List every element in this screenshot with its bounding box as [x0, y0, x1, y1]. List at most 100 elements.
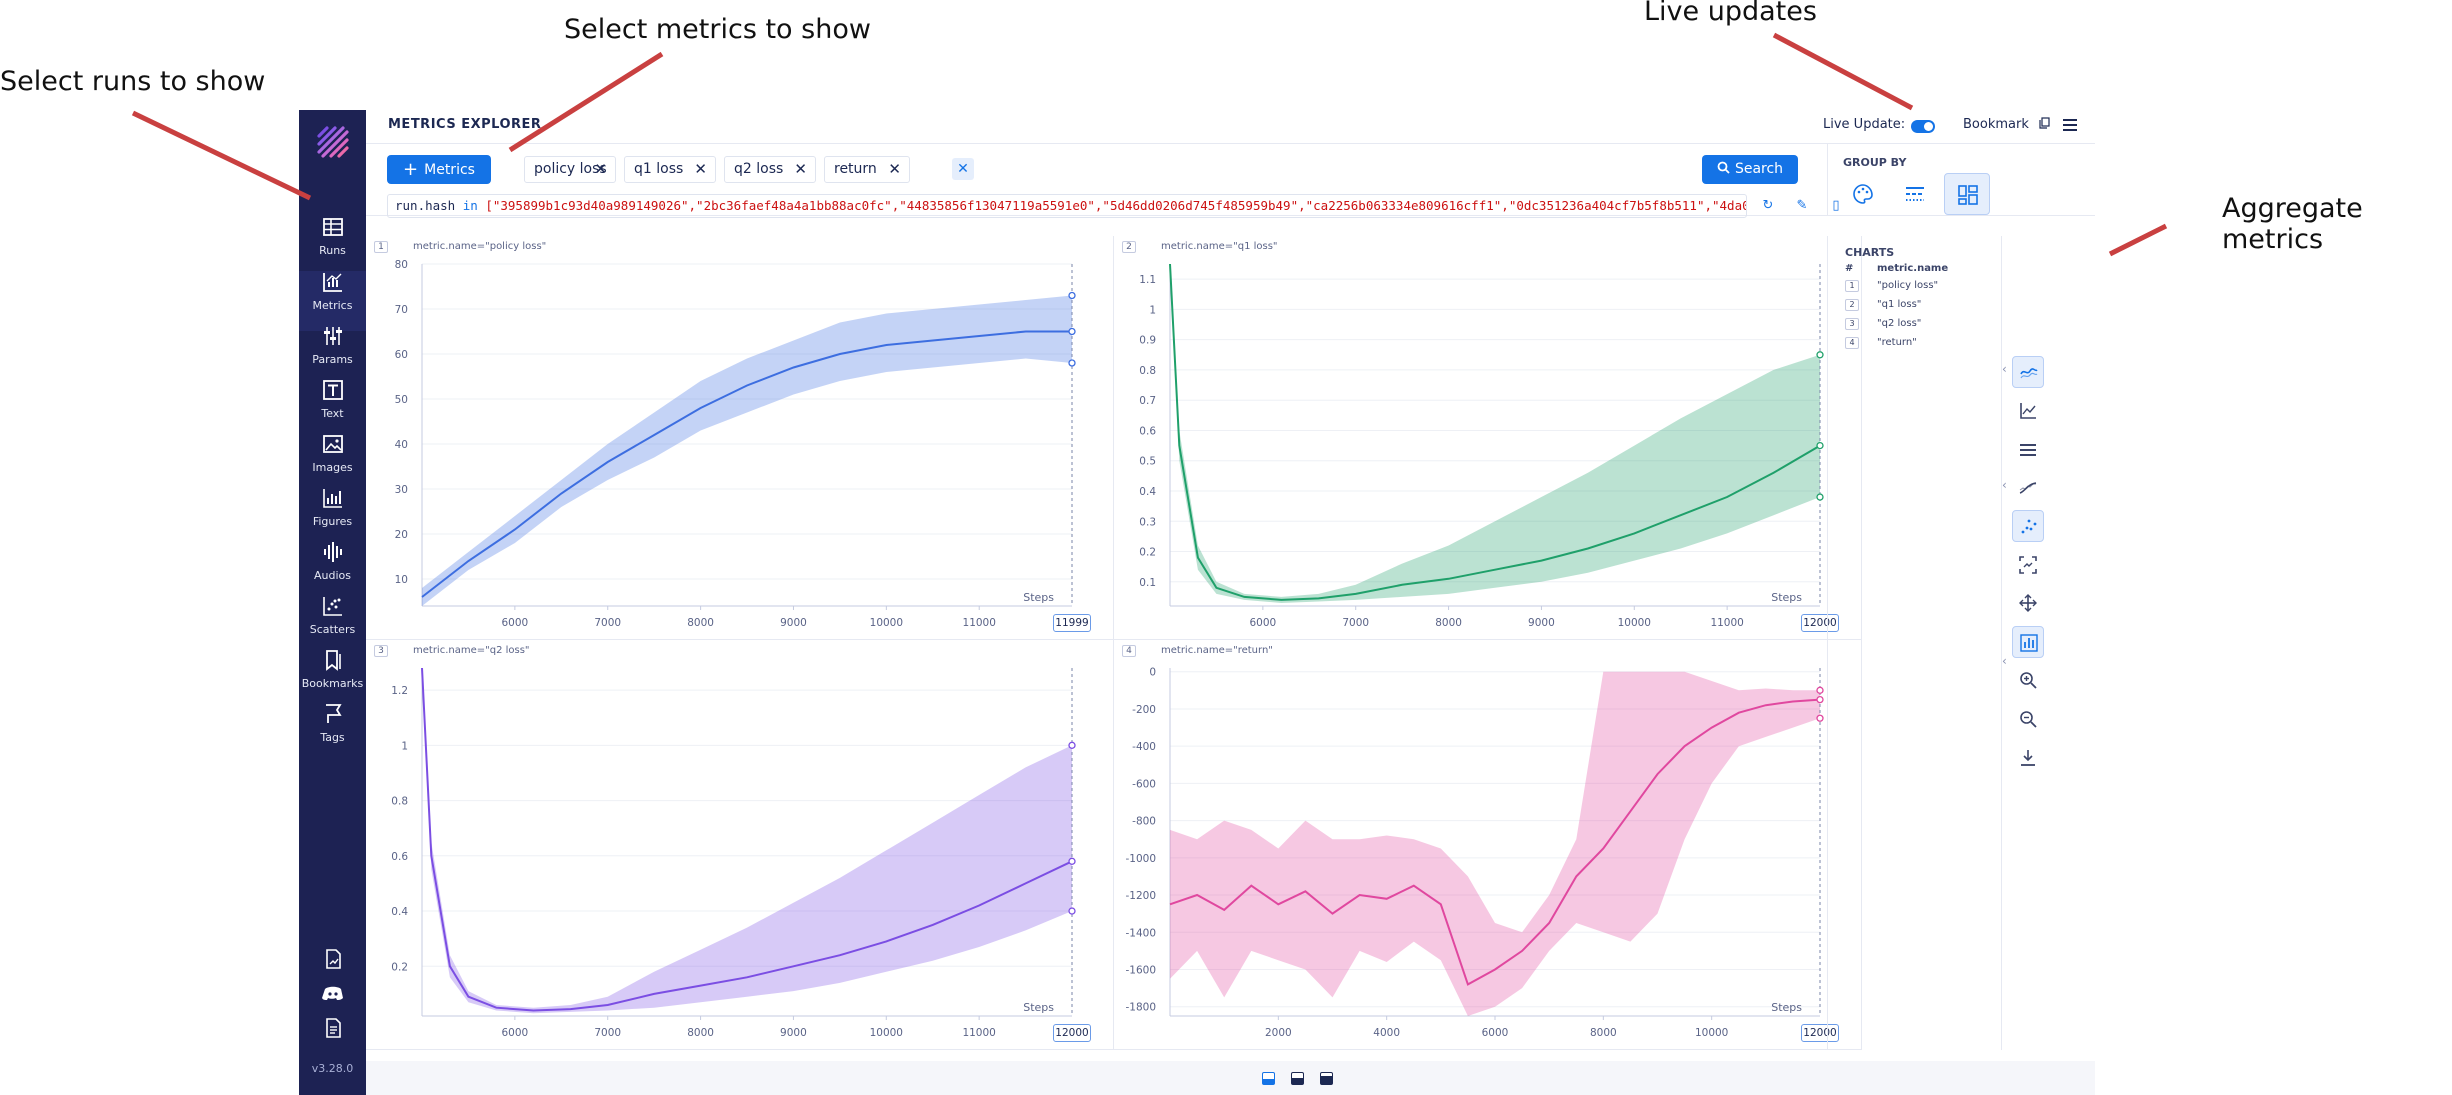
sidebar-item-metrics[interactable]: Metrics — [299, 271, 366, 331]
metric-chip[interactable]: policy loss ✕ — [524, 156, 616, 183]
y-tick-label: 0.6 — [391, 851, 408, 863]
metric-chip[interactable]: return ✕ — [824, 156, 910, 183]
sidebar-item-runs[interactable]: Runs — [299, 216, 366, 276]
query-input[interactable]: run.hash in ["395899b1c93d40a989149026",… — [387, 194, 1747, 218]
annotation-live-updates: Live updates — [1644, 0, 1817, 27]
edit-query-icon[interactable]: ✎ — [1796, 198, 1808, 213]
confidence-band — [1170, 264, 1820, 603]
menu-icon[interactable] — [2063, 118, 2077, 132]
x-tick-label: 2000 — [1265, 1027, 1292, 1039]
stroke-style-icon — [1906, 187, 1924, 201]
remove-chip-icon[interactable]: ✕ — [794, 160, 807, 178]
sidebar-item-images[interactable]: Images — [299, 433, 366, 493]
add-metrics-button[interactable]: + Metrics — [387, 155, 491, 184]
sidebar-item-discord[interactable] — [299, 982, 366, 1042]
chart-row-number: 3 — [1845, 318, 1859, 330]
remove-chip-icon[interactable]: ✕ — [694, 160, 707, 178]
x-axis-alignment-tool[interactable] — [2012, 395, 2044, 427]
metric-chip[interactable]: q1 loss ✕ — [624, 156, 716, 183]
collapse-chevron-icon[interactable]: ‹ — [2002, 478, 2007, 492]
sidebar-item-audios[interactable]: Audios — [299, 541, 366, 601]
collapse-chevron-icon[interactable]: ‹ — [2002, 654, 2007, 668]
y-tick-label: 60 — [395, 349, 408, 361]
layout-middle-button[interactable] — [1291, 1072, 1304, 1085]
chart-panel[interactable]: 4 metric.name="return" 0 -200 -400 -600 -800 -1… — [1114, 640, 1862, 1050]
aggregate-icon — [2020, 368, 2038, 379]
chart-svg: 10 20 30 40 50 60 70 80 6000 7000 8000 9000 10000 110… — [395, 259, 1076, 629]
x-tick-label: 6000 — [1482, 1027, 1509, 1039]
x-tick-label: 9000 — [1528, 617, 1555, 629]
charts-table-row[interactable]: 1 "policy loss" — [1845, 280, 1938, 292]
crosshair-tool[interactable] — [2012, 587, 2044, 619]
group-by-color-button[interactable] — [1840, 173, 1886, 215]
sidebar-item-bookmarks[interactable]: Bookmarks — [299, 649, 366, 709]
table-icon — [322, 218, 343, 236]
chart-panel[interactable]: 3 metric.name="q2 loss" 0.2 0.4 0.6 0.8 1 1.2 60… — [366, 640, 1114, 1050]
end-marker — [1068, 327, 1076, 336]
live-update-label: Live Update: — [1823, 117, 1906, 132]
highlight-mode-tool[interactable] — [2012, 549, 2044, 581]
confidence-band — [1170, 671, 1820, 1016]
y-tick-label: 0.8 — [391, 796, 408, 808]
zoom-out-tool[interactable] — [2012, 703, 2044, 735]
x-end-value: 12000 — [1801, 1024, 1839, 1042]
sidebar-item-docs[interactable] — [299, 1017, 366, 1077]
sidebar-item-label: Scatters — [309, 623, 356, 636]
layout-top-button[interactable] — [1262, 1072, 1275, 1085]
reset-query-icon[interactable]: ↻ — [1762, 198, 1774, 213]
x-tick-label: 9000 — [780, 617, 807, 629]
remove-chip-icon[interactable]: ✕ — [594, 160, 607, 178]
metric-chip[interactable]: q2 loss ✕ — [724, 156, 816, 183]
x-tick-label: 11000 — [1710, 617, 1743, 629]
move-icon — [2019, 594, 2037, 612]
chart-panel[interactable]: 2 metric.name="q1 loss" 0.1 0.2 0.3 0.4 0.5 0.6… — [1114, 236, 1862, 640]
charts-table-row[interactable]: 3 "q2 loss" — [1845, 318, 1921, 330]
sidebar-item-scatters[interactable]: Scatters — [299, 595, 366, 655]
metric-chip-label: q1 loss — [634, 161, 684, 177]
end-marker — [1068, 741, 1076, 749]
smoothing-tool[interactable] — [2012, 472, 2044, 504]
sidebar-item-text[interactable]: Text — [299, 379, 366, 439]
sidebar-item-tags[interactable]: Tags — [299, 703, 366, 763]
chart-panel[interactable]: 1 metric.name="policy loss" 10 20 30 40 50 60 70… — [366, 236, 1114, 640]
remove-chip-icon[interactable]: ✕ — [888, 160, 901, 178]
collapse-chevron-icon[interactable]: ‹ — [2002, 362, 2007, 376]
sidebar-item-explore-figures[interactable] — [299, 948, 366, 1008]
x-tick-label: 7000 — [594, 1027, 621, 1039]
x-tick-label: 6000 — [502, 617, 529, 629]
live-update-toggle[interactable] — [1911, 120, 1935, 133]
layout-bottom-button[interactable] — [1320, 1072, 1333, 1085]
aggregate-metrics-tool[interactable] — [2012, 356, 2044, 388]
x-axis-label: Steps — [1023, 591, 1054, 604]
y-tick-label: -800 — [1132, 816, 1156, 828]
y-tick-label: 0.7 — [1139, 395, 1156, 407]
bookmark-button[interactable]: Bookmark — [1963, 117, 2051, 132]
zoom-in-tool[interactable] — [2012, 664, 2044, 696]
ignore-outliers-tool[interactable] — [2012, 510, 2044, 542]
bar-chart-icon — [322, 489, 342, 508]
chart-index: 4 — [1122, 645, 1136, 657]
y-tick-label: -1000 — [1125, 853, 1156, 865]
scatter-icon — [322, 597, 342, 616]
group-by-stroke-button[interactable] — [1892, 173, 1938, 215]
y-tick-label: -1200 — [1125, 890, 1156, 902]
tooltip-tool[interactable] — [2012, 626, 2044, 658]
y-tick-label: 0 — [1149, 667, 1156, 679]
sidebar-item-figures[interactable]: Figures — [299, 487, 366, 547]
y-tick-label: 0.4 — [391, 906, 408, 918]
search-button[interactable]: Search — [1702, 155, 1798, 184]
text-icon — [322, 380, 343, 400]
group-by-chart-button[interactable] — [1944, 173, 1990, 215]
sidebar-item-params[interactable]: Params — [299, 325, 366, 385]
charts-table-row[interactable]: 4 "return" — [1845, 337, 1917, 349]
confidence-band — [422, 668, 1072, 1014]
sidebar-item-label: Runs — [319, 244, 346, 257]
axes-scale-tool[interactable] — [2012, 434, 2044, 466]
export-tool[interactable] — [2012, 742, 2044, 774]
annotation-aggregate-metrics: Aggregate metrics — [2222, 193, 2363, 255]
charts-table-row[interactable]: 2 "q1 loss" — [1845, 299, 1921, 311]
x-axis-label: Steps — [1023, 1001, 1054, 1014]
clear-metrics-button[interactable]: ✕ — [952, 158, 974, 180]
smoothing-icon — [2019, 482, 2037, 494]
copy-query-icon[interactable]: ▯ — [1832, 198, 1840, 213]
